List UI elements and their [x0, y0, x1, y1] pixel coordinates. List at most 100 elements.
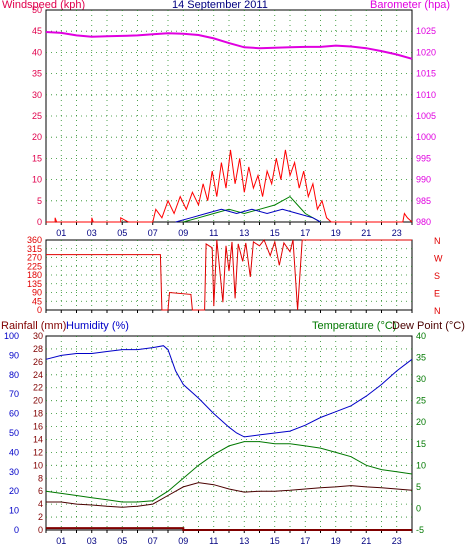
humidity-panel-xtick-label: 05 — [117, 536, 127, 546]
rainfall-ytick-label: 6 — [38, 486, 43, 496]
temperature-ytick-label: 30 — [416, 374, 426, 384]
windspeed-line — [46, 149, 413, 223]
humidity-panel-xtick-label: 03 — [87, 536, 97, 546]
direction-ytick-label: 270 — [27, 253, 42, 263]
temperature-line — [45, 441, 413, 503]
humidity-panel-xtick-label: 13 — [239, 536, 249, 546]
temperature-ytick-label: 0 — [416, 503, 421, 513]
direction-ytick-label: 225 — [27, 261, 42, 271]
humidity-panel-xtick-label: 15 — [270, 536, 280, 546]
dewpoint-line — [46, 482, 413, 508]
humidity-ytick-label: 90 — [9, 350, 19, 360]
wind-panel-xtick-label: 11 — [209, 228, 218, 238]
humidity-ytick-label: 100 — [4, 331, 19, 341]
baro-ytick-label: 985 — [416, 196, 431, 206]
wind-panel-xtick-label: 13 — [239, 228, 249, 238]
compass-label: W — [434, 254, 443, 264]
barometer-line — [45, 31, 413, 60]
wind-panel-xtick-label: 03 — [87, 228, 97, 238]
rainfall-ytick-label: 22 — [33, 383, 43, 393]
direction-ytick-label: 180 — [27, 270, 42, 280]
humidity-ytick-label: 50 — [9, 428, 19, 438]
wind-ytick-label: 45 — [32, 26, 42, 36]
rainfall-ytick-label: 2 — [38, 512, 43, 522]
humidity-axis-title: Humidity (%) — [66, 320, 129, 332]
wind-ytick-label: 20 — [32, 132, 42, 142]
wind-ytick-label: 0 — [37, 217, 42, 227]
humidity-ytick-label: 30 — [9, 467, 19, 477]
direction-ytick-label: 0 — [37, 305, 42, 315]
temperature-ytick-label: 20 — [416, 417, 426, 427]
rainfall-ytick-label: 18 — [33, 409, 43, 419]
temperature-ytick-label: 35 — [416, 353, 426, 363]
humidity-panel-xtick-label: 11 — [209, 536, 218, 546]
temperature-ytick-label: -5 — [416, 525, 424, 535]
wind-ytick-label: 30 — [32, 90, 42, 100]
direction-ytick-label: 315 — [27, 244, 42, 254]
temperature-ytick-label: 25 — [416, 396, 426, 406]
wind-panel-xtick-label: 07 — [148, 228, 158, 238]
humidity-panel-xtick-label: 07 — [148, 536, 158, 546]
baro-ytick-label: 1020 — [416, 47, 436, 57]
humidity-ytick-label: 70 — [9, 389, 19, 399]
wind-ytick-label: 10 — [32, 175, 42, 185]
rainfall-ytick-label: 4 — [38, 499, 43, 509]
direction-line — [46, 239, 412, 311]
rainfall-ytick-label: 30 — [33, 331, 43, 341]
rainfall-ytick-label: 16 — [33, 422, 43, 432]
temperature-ytick-label: 5 — [416, 482, 421, 492]
compass-label: N — [434, 306, 441, 316]
wind-panel-xtick-label: 19 — [331, 228, 341, 238]
rainfall-ytick-label: 28 — [33, 344, 43, 354]
humidity-ytick-label: 20 — [9, 486, 19, 496]
baro-ytick-label: 1005 — [416, 111, 436, 121]
wind-ytick-label: 15 — [32, 153, 42, 163]
wind-ytick-label: 40 — [32, 47, 42, 57]
direction-ytick-label: 360 — [27, 235, 42, 245]
humidity-line — [45, 345, 413, 438]
baro-ytick-label: 980 — [416, 217, 431, 227]
temperature-axis-title: Temperature (°C) — [312, 320, 397, 332]
rainfall-axis-title: Rainfall (mm) — [1, 320, 67, 332]
humidity-ytick-label: 80 — [9, 370, 19, 380]
windspeed-axis-title: Windspeed (kph) — [2, 0, 86, 11]
rainfall-ytick-label: 24 — [33, 370, 43, 380]
compass-label: E — [434, 289, 440, 299]
wind-panel-xtick-label: 23 — [392, 228, 402, 238]
wind-ytick-label: 5 — [37, 196, 42, 206]
wind-panel-xtick-label: 05 — [117, 228, 127, 238]
rainfall-ytick-label: 12 — [33, 447, 43, 457]
wind-panel-xtick-label: 09 — [178, 228, 188, 238]
direction-ytick-label: 45 — [32, 296, 42, 306]
wind-panel-xtick-label: 17 — [300, 228, 310, 238]
wind-panel-xtick-label: 15 — [270, 228, 280, 238]
humidity-ytick-label: 60 — [9, 409, 19, 419]
rainfall-ytick-label: 8 — [38, 473, 43, 483]
humidity-panel-xtick-label: 23 — [392, 536, 402, 546]
wind-blue-line — [175, 208, 321, 223]
humidity-ytick-label: 0 — [14, 525, 19, 535]
temperature-ytick-label: 10 — [416, 460, 426, 470]
compass-label: N — [434, 236, 441, 246]
humidity-ytick-label: 40 — [9, 447, 19, 457]
rainfall-ytick-label: 0 — [38, 525, 43, 535]
humidity-panel-xtick-label: 21 — [361, 536, 371, 546]
baro-ytick-label: 990 — [416, 175, 431, 185]
dewpoint-axis-title: Dew Point (°C) — [392, 320, 465, 332]
baro-ytick-label: 1000 — [416, 132, 436, 142]
wind-ytick-label: 25 — [32, 111, 42, 121]
wind-panel-xtick-label: 01 — [56, 228, 66, 238]
baro-ytick-label: 1015 — [416, 69, 436, 79]
direction-ytick-label: 90 — [32, 288, 42, 298]
wind-panel-xtick-label: 21 — [361, 228, 371, 238]
humidity-panel-xtick-label: 19 — [331, 536, 341, 546]
humidity-ytick-label: 10 — [9, 506, 19, 516]
rainfall-ytick-label: 20 — [33, 396, 43, 406]
rainfall-line — [46, 527, 412, 531]
direction-ytick-label: 135 — [27, 279, 42, 289]
rainfall-ytick-label: 26 — [33, 357, 43, 367]
baro-ytick-label: 1010 — [416, 90, 436, 100]
temperature-ytick-label: 40 — [416, 331, 426, 341]
wind-ytick-label: 35 — [32, 69, 42, 79]
rainfall-ytick-label: 10 — [33, 460, 43, 470]
